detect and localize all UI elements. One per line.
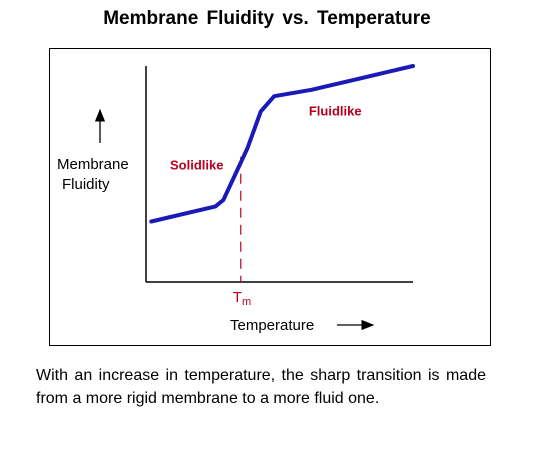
fluidity-series-line	[149, 64, 415, 224]
figure-caption: With an increase in temperature, the sha…	[36, 367, 486, 407]
y-axis-label-line1: Membrane	[57, 156, 129, 173]
chart-title: Membrane Fluidity vs. Temperature	[103, 8, 431, 29]
tm-marker-label-main: T	[233, 289, 242, 306]
x-axis-label: Temperature	[230, 317, 314, 334]
tm-marker-label: Tm	[233, 289, 251, 308]
chart-plot: Membrane Fluidity Temperature Tm Solidli…	[57, 64, 415, 334]
annotation-fluidlike: Fluidlike	[309, 104, 362, 119]
annotation-solidlike: Solidlike	[170, 158, 223, 173]
tm-marker-label-sub: m	[242, 296, 251, 308]
y-axis-label-line2: Fluidity	[62, 176, 110, 193]
chart-frame	[49, 48, 491, 346]
